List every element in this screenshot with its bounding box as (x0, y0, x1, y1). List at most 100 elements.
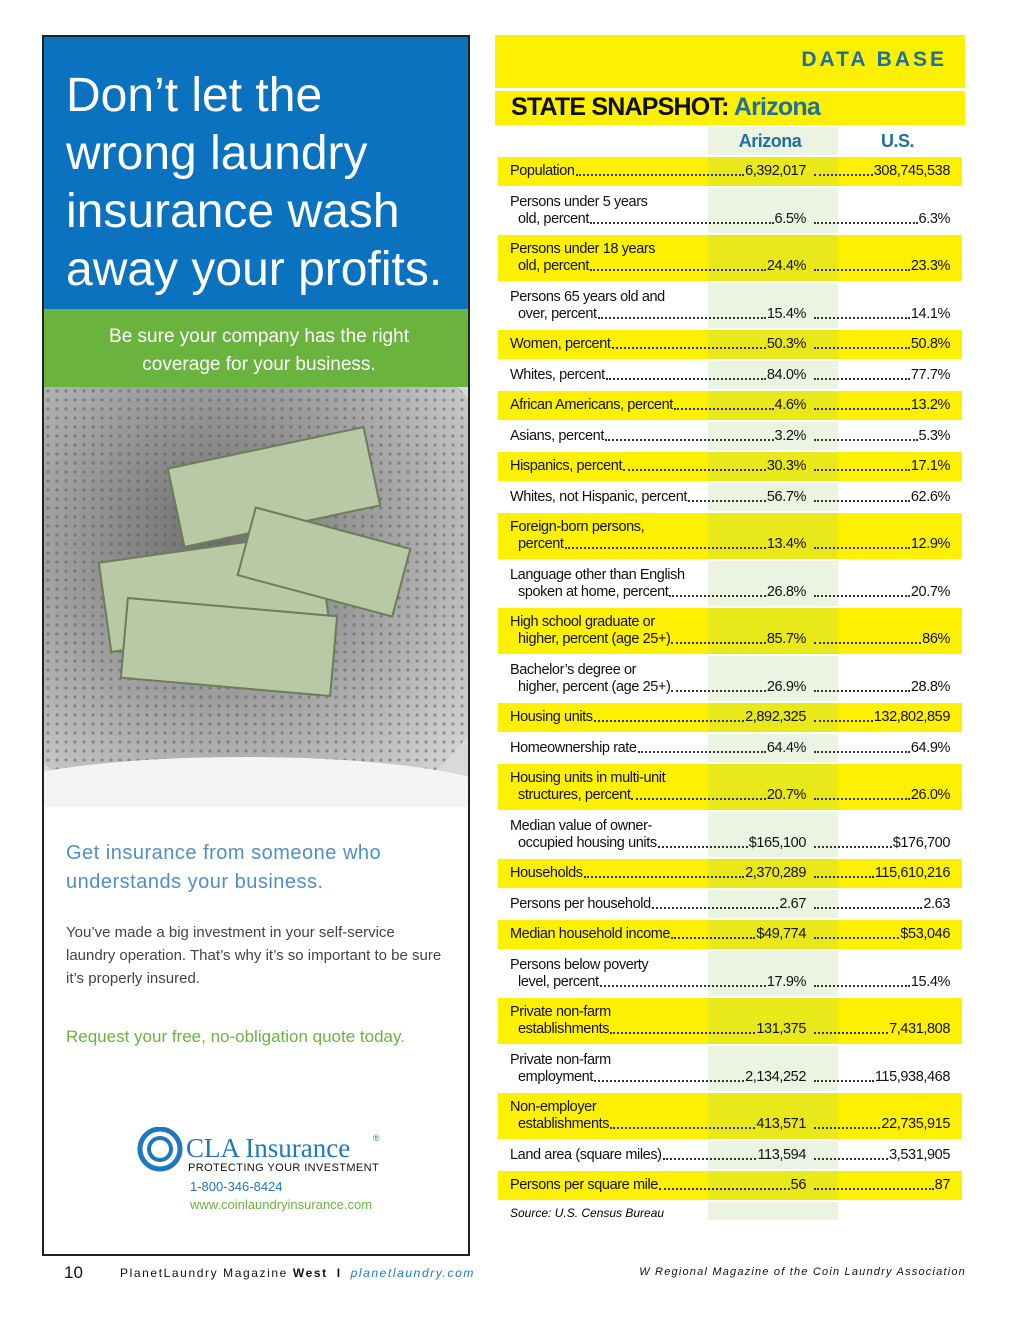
us-value: 22,735,915 (881, 1116, 950, 1132)
arizona-cell: higher, percent (age 25+) 26.9% (518, 679, 806, 696)
site[interactable]: planetlaundry.com (350, 1266, 475, 1280)
us-value: $176,700 (892, 834, 951, 851)
table-row: Whites, not Hispanic, percent 56.7% 62.6% (498, 480, 962, 511)
arizona-value: 56.7% (766, 488, 807, 505)
logo-registered: ® (373, 1133, 380, 1143)
arizona-value: 2,370,289 (745, 865, 806, 881)
dot-leader (814, 1177, 934, 1190)
us-cell: 115,938,468 (806, 1069, 950, 1086)
row-label: old, percent (518, 210, 589, 227)
ad-cta[interactable]: Request your free, no-obligation quote t… (66, 1027, 405, 1046)
dot-leader (589, 258, 766, 271)
row-line: Hispanics, percent 30.3% 17.1% (510, 458, 950, 475)
row-line: Whites, percent 84.0% 77.7% (510, 367, 950, 384)
us-cell: 64.9% (806, 740, 950, 757)
ad-headline: Don’t let the wrong laundry insurance wa… (66, 69, 443, 296)
arizona-cell: Homeownership rate 64.4% (510, 740, 806, 757)
dot-leader (814, 397, 910, 410)
us-value: 86% (922, 631, 950, 647)
row-line: establishments 131,375 7,431,808 (510, 1021, 950, 1038)
row-label: Population (510, 163, 575, 179)
row-label: establishments (518, 1116, 610, 1132)
row-line: higher, percent (age 25+) 26.9% 28.8% (510, 679, 950, 696)
arizona-value: 3.2% (774, 427, 807, 444)
us-cell: 115,610,216 (806, 865, 950, 882)
table-row: Homeownership rate 64.4% 64.9% (498, 731, 962, 762)
table-row: Households 2,370,289 115,610,216 (498, 857, 962, 888)
arizona-cell: old, percent 24.4% (518, 258, 806, 275)
us-cell: 13.2% (806, 397, 950, 414)
arizona-value: 24.4% (766, 258, 807, 274)
row-label: old, percent (518, 258, 589, 274)
row-line: Women, percent 50.3% 50.8% (510, 336, 950, 353)
dot-leader (671, 679, 766, 692)
us-value: 28.8% (910, 678, 951, 695)
arizona-value: 20.7% (766, 787, 807, 803)
dot-leader (814, 258, 910, 271)
dot-leader (575, 163, 745, 176)
table-row: Asians, percent 3.2% 5.3% (498, 419, 962, 450)
arizona-value: 26.8% (766, 583, 807, 600)
row-label: Persons 65 years old and (510, 288, 665, 305)
data-panel: DATA BASE STATE SNAPSHOT: Arizona Arizon… (495, 35, 965, 1228)
dot-leader (814, 536, 910, 549)
row-label: occupied housing units (518, 834, 657, 851)
arizona-value: 17.9% (766, 973, 807, 990)
us-cell: 17.1% (806, 458, 950, 475)
row-label: establishments (518, 1021, 610, 1037)
table-row: Women, percent 50.3% 50.8% (498, 328, 962, 359)
us-value: 26.0% (910, 787, 951, 803)
us-value: 50.8% (910, 336, 951, 352)
arizona-cell: establishments 131,375 (518, 1021, 806, 1038)
dot-leader (610, 1021, 756, 1034)
dot-leader (673, 397, 774, 410)
us-cell: 132,802,859 (806, 709, 950, 726)
table-row: Housing units 2,892,325 132,802,859 (498, 701, 962, 732)
column-title: Arizona (738, 131, 802, 151)
arizona-value: 26.9% (766, 678, 807, 695)
arizona-cell: Population 6,392,017 (510, 163, 806, 180)
arizona-value: 30.3% (766, 458, 807, 474)
phone[interactable]: 1-800-346-8424 (190, 1179, 283, 1194)
url[interactable]: www.coinlaundryinsurance.com (190, 1197, 373, 1212)
row-line: employment 2,134,252 115,938,468 (510, 1069, 950, 1086)
edition: West (292, 1266, 328, 1280)
row-label: Persons per square mile (510, 1177, 658, 1193)
table-row: Persons per square mile 56 87 (498, 1169, 962, 1200)
dot-leader (814, 1021, 889, 1034)
arizona-value: 4.6% (774, 397, 807, 413)
arizona-cell: higher, percent (age 25+) 85.7% (518, 631, 806, 648)
us-cell: 50.8% (806, 336, 950, 353)
row-line: Whites, not Hispanic, percent 56.7% 62.6% (510, 489, 950, 506)
dot-leader (637, 740, 766, 753)
row-label: Foreign-born persons, (510, 519, 645, 535)
dot-leader (814, 974, 910, 987)
arizona-cell: employment 2,134,252 (518, 1069, 806, 1086)
dot-leader (814, 336, 910, 349)
dot-leader (814, 163, 873, 176)
us-cell: 22,735,915 (806, 1116, 950, 1133)
dot-leader (657, 835, 748, 848)
advertisement: Don’t let the wrong laundry insurance wa… (42, 35, 470, 1256)
logo-slogan: PROTECTING YOUR INVESTMENT (188, 1162, 379, 1174)
row-label: Persons under 5 years (510, 193, 648, 210)
logo-name: CLA Insurance (186, 1133, 350, 1163)
us-cell: 308,745,538 (806, 163, 950, 180)
us-value: 132,802,859 (873, 709, 951, 725)
dot-leader (611, 336, 766, 349)
row-label: Private non-farm (510, 1051, 611, 1068)
row-line: structures, percent 20.7% 26.0% (510, 787, 950, 804)
row-label: High school graduate or (510, 614, 655, 630)
dot-leader (605, 367, 766, 380)
us-value: 13.2% (910, 397, 951, 413)
magazine: PlanetLaundry Magazine (120, 1266, 288, 1280)
us-cell: 28.8% (806, 679, 950, 696)
column-header: Arizona U.S. (498, 125, 962, 155)
row-line: Median household income $49,774 $53,046 (510, 926, 950, 943)
arizona-value: 6,392,017 (745, 163, 806, 179)
ad-tagline: Get insurance from someone who understan… (66, 842, 382, 893)
us-cell: 12.9% (806, 536, 950, 553)
table-row: Bachelor’s degree or higher, percent (age… (498, 653, 962, 701)
arizona-value: 64.4% (766, 739, 807, 756)
row-label: Persons per household (510, 895, 651, 912)
